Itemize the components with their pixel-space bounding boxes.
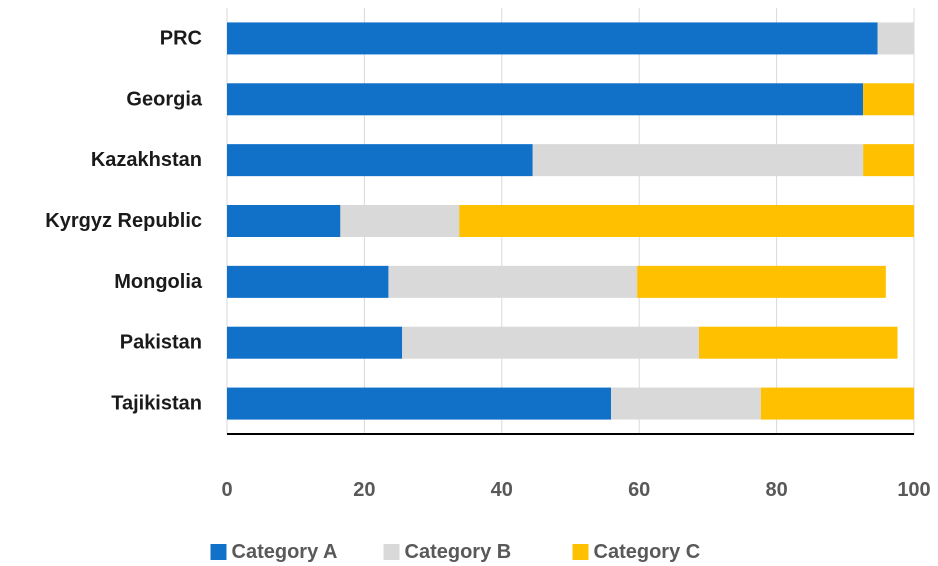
bar-segment (863, 144, 914, 177)
category-label: Kyrgyz Republic (45, 210, 202, 232)
category-label: Tajikistan (111, 393, 202, 415)
bar-segment (877, 22, 914, 55)
bar-segment (637, 265, 886, 298)
legend-label: Category C (594, 541, 701, 563)
bar-segment (227, 22, 878, 55)
legend-label: Category A (232, 541, 338, 563)
category-label: PRC (160, 27, 202, 49)
bar-segment (227, 83, 864, 116)
category-label: Pakistan (120, 332, 202, 354)
legend-swatch (572, 544, 589, 560)
bar-segment (863, 83, 914, 116)
x-tick-label: 0 (221, 479, 232, 501)
bar-segment (760, 387, 914, 420)
bar-segment (698, 326, 898, 359)
category-label: Mongolia (114, 271, 203, 293)
bar-segment (340, 205, 460, 237)
bar-segment (388, 265, 638, 298)
x-tick-label: 20 (353, 479, 375, 501)
category-labels: PRC Georgia Kazakhstan Kyrgyz Republic Mongo… (45, 27, 203, 414)
legend-swatch (210, 544, 227, 560)
bar-segment (459, 205, 914, 237)
legend-label: Category B (405, 541, 512, 563)
x-tick-label: 80 (765, 479, 787, 501)
x-tick-label: 100 (897, 479, 930, 501)
x-tick-label: 40 (491, 479, 513, 501)
legend-swatch (383, 544, 400, 560)
bar-segment (227, 144, 533, 177)
bar-segment (227, 205, 341, 237)
bar-segment (227, 265, 389, 298)
x-tick-label: 60 (628, 479, 650, 501)
bars (227, 22, 914, 420)
bar-segment (227, 387, 612, 420)
category-label: Kazakhstan (91, 149, 202, 171)
x-axis-tick-labels: 0 20 40 60 80 100 (221, 479, 930, 501)
legend: Category A Category B Category C (210, 541, 701, 563)
bar-segment (402, 326, 699, 359)
bar-segment (611, 387, 761, 420)
bar-segment (532, 144, 864, 177)
bar-segment (227, 326, 403, 359)
category-label: Georgia (126, 88, 202, 110)
